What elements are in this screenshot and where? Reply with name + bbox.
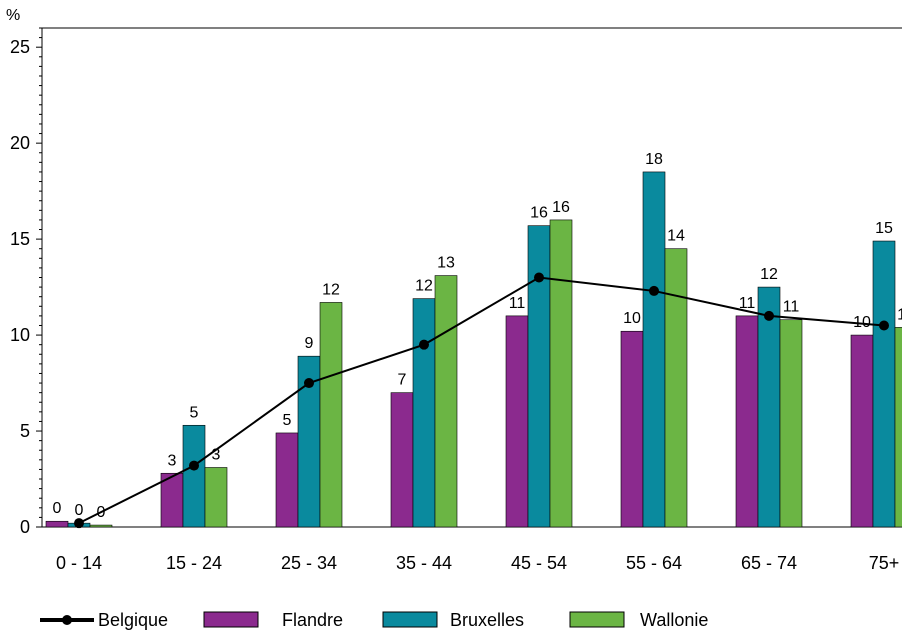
legend-marker-belgique: [62, 615, 72, 625]
line-belgique: [78, 276, 885, 525]
data-label-flandre: 3: [168, 452, 177, 469]
x-tick-label: 75+: [869, 553, 900, 573]
bar-wallonie: [549, 219, 573, 528]
point-belgique: [189, 460, 199, 471]
y-axis-unit-label: %: [6, 7, 20, 24]
bar-wallonie: [664, 248, 688, 528]
legend-swatch-bruxelles: [382, 611, 438, 628]
legend-swatch-flandre: [203, 611, 259, 628]
point-belgique: [649, 285, 659, 296]
point-belgique: [764, 310, 774, 321]
data-labels: 035711101110059121618121503121316141110: [53, 151, 902, 521]
x-tick-label: 25 - 34: [281, 553, 337, 573]
data-label-bruxelles: 12: [760, 266, 778, 283]
point-belgique: [879, 320, 889, 331]
data-label-bruxelles: 12: [415, 278, 433, 295]
x-tick-label: 65 - 74: [741, 553, 797, 573]
data-label-bruxelles: 15: [875, 220, 893, 237]
bar-bruxelles: [757, 286, 781, 528]
bar-bruxelles: [412, 298, 436, 528]
y-tick-label: 5: [20, 421, 30, 441]
legend: Belgique Flandre Bruxelles Wallonie: [40, 610, 708, 630]
bar-flandre: [850, 334, 874, 528]
data-label-wallonie: 16: [552, 199, 570, 216]
y-tick-label: 25: [10, 37, 30, 57]
line-series: [74, 272, 889, 529]
point-belgique: [304, 378, 314, 389]
data-label-bruxelles: 9: [305, 335, 314, 352]
axes: 0 5 10 15 20 25% 0 - 14 15 - 24 25 - 34 35 - 44 45…: [6, 7, 902, 573]
bar-bruxelles: [872, 240, 896, 528]
x-tick-label: 55 - 64: [626, 553, 682, 573]
y-tick-label: 0: [20, 517, 30, 537]
legend-swatch-wallonie: [569, 611, 625, 628]
data-label-flandre: 10: [853, 314, 871, 331]
point-belgique: [419, 339, 429, 350]
bar-flandre: [45, 520, 69, 528]
bar-wallonie: [779, 319, 803, 528]
x-tick-label: 15 - 24: [166, 553, 222, 573]
y-tick-label: 15: [10, 229, 30, 249]
bar-wallonie: [894, 327, 902, 528]
data-label-wallonie: 14: [667, 228, 685, 245]
bar-bruxelles: [182, 424, 206, 528]
data-label-wallonie: 3: [212, 447, 221, 464]
legend-label-wallonie: Wallonie: [640, 610, 708, 630]
data-label-flandre: 10: [623, 310, 641, 327]
y-tick-label: 20: [10, 133, 30, 153]
bar-wallonie: [204, 467, 228, 528]
data-label-flandre: 5: [283, 412, 292, 429]
legend-label-flandre: Flandre: [282, 610, 343, 630]
data-label-flandre: 0: [53, 500, 62, 517]
bar-flandre: [505, 315, 529, 528]
legend-label-belgique: Belgique: [98, 610, 168, 630]
data-label-bruxelles: 5: [190, 404, 199, 421]
data-label-bruxelles: 18: [645, 151, 663, 168]
point-belgique: [534, 272, 544, 283]
bar-flandre: [735, 315, 759, 528]
x-tick-label: 45 - 54: [511, 553, 567, 573]
data-label-wallonie: 0: [97, 504, 106, 521]
bar-wallonie: [319, 302, 343, 528]
data-label-bruxelles: 0: [75, 502, 84, 519]
bar-wallonie: [434, 275, 458, 528]
data-label-wallonie: 12: [322, 281, 340, 298]
data-label-flandre: 7: [398, 372, 407, 389]
bar-flandre: [620, 330, 644, 528]
data-label-wallonie: 10: [897, 306, 902, 323]
data-label-wallonie: 11: [783, 299, 800, 316]
bars: [45, 171, 902, 528]
point-belgique: [74, 518, 84, 529]
bar-wallonie: [89, 524, 113, 528]
data-label-wallonie: 13: [437, 255, 455, 272]
bar-bruxelles: [527, 225, 551, 528]
x-tick-label: 0 - 14: [56, 553, 102, 573]
data-label-bruxelles: 16: [530, 205, 548, 222]
data-label-flandre: 11: [739, 295, 756, 312]
bar-bruxelles: [642, 171, 666, 528]
bar-flandre: [390, 392, 414, 528]
data-label-flandre: 11: [509, 295, 526, 312]
x-tick-label: 35 - 44: [396, 553, 452, 573]
y-tick-label: 10: [10, 325, 30, 345]
legend-label-bruxelles: Bruxelles: [450, 610, 524, 630]
bar-flandre: [275, 432, 299, 528]
